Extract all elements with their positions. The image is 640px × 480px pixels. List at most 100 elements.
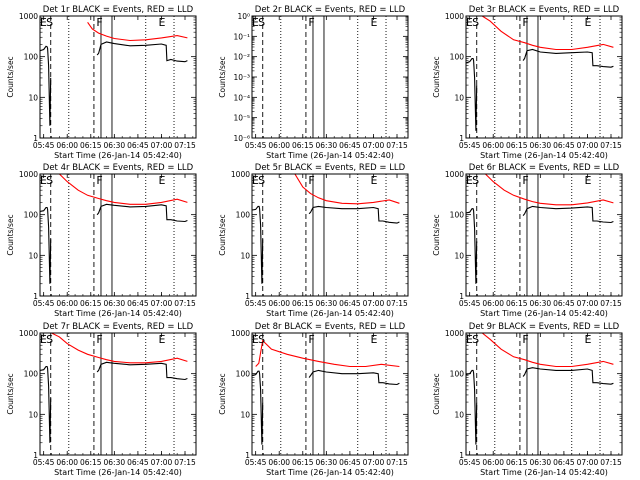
plot-area: [466, 16, 614, 138]
panel-title: Det 2r BLACK = Events, RED = LLD: [255, 5, 406, 15]
series-line-lld: [481, 16, 614, 51]
x-tick-label: 06:30: [316, 299, 338, 308]
plot-area: [262, 16, 387, 138]
x-tick-label: 06:00: [56, 458, 78, 467]
x-tick-label: 06:15: [506, 141, 528, 150]
x-tick-label: 06:15: [292, 458, 314, 467]
event-marker-s: S: [472, 174, 479, 187]
event-marker-e: E: [466, 333, 473, 346]
x-tick-label: 07:00: [577, 458, 599, 467]
panel-title: Det 5r BLACK = Events, RED = LLD: [255, 163, 406, 173]
x-tick-label: 06:30: [530, 141, 552, 150]
series-line-events: [40, 203, 188, 284]
plot-area: [252, 174, 400, 296]
y-axis-label: Counts/sec: [218, 214, 227, 255]
y-axis-label: Counts/sec: [218, 373, 227, 414]
series-line-events: [466, 367, 614, 445]
y-axis-label: Counts/sec: [6, 373, 15, 414]
axes-frame: [465, 15, 623, 139]
x-tick-label: 07:00: [151, 458, 173, 467]
x-axis-label: Start Time (26-Jan-14 05:42:40): [480, 151, 608, 160]
event-marker-s: S: [472, 16, 479, 29]
x-tick-label: 05:45: [245, 141, 267, 150]
y-axis-label: Counts/sec: [218, 56, 227, 97]
event-marker-e: E: [252, 333, 259, 346]
x-tick-label: 07:15: [600, 458, 622, 467]
event-marker-e: E: [370, 174, 377, 187]
axes-frame: [251, 173, 409, 297]
event-marker-s: S: [258, 333, 265, 346]
panel-title: Det 7r BLACK = Events, RED = LLD: [43, 322, 194, 332]
x-tick-label: 06:15: [80, 141, 102, 150]
x-tick-label: 06:00: [482, 299, 504, 308]
y-tick-label: 10⁰: [237, 12, 250, 21]
x-tick-label: 07:00: [151, 141, 173, 150]
event-marker-f: F: [308, 174, 314, 187]
axes-frame: [465, 332, 623, 456]
series-line-lld: [481, 333, 614, 368]
series-line-events: [252, 205, 400, 284]
x-tick-label: 06:45: [553, 299, 575, 308]
y-tick-label: 10: [28, 410, 38, 419]
event-marker-e: E: [252, 16, 259, 29]
event-marker-f: F: [308, 333, 314, 346]
axes-frame: [251, 15, 409, 139]
event-marker-s: S: [258, 174, 265, 187]
y-tick-label: 1000: [231, 170, 250, 179]
y-tick-label: 1000: [445, 170, 464, 179]
x-tick-label: 07:00: [577, 141, 599, 150]
event-marker-e: E: [158, 174, 165, 187]
y-tick-label: 10⁻¹: [233, 32, 250, 41]
series-line-events: [466, 48, 614, 131]
x-tick-label: 06:30: [104, 458, 126, 467]
event-marker-e: E: [370, 16, 377, 29]
x-axis-label: Start Time (26-Jan-14 05:42:40): [54, 468, 182, 477]
x-tick-label: 05:45: [459, 141, 481, 150]
x-tick-label: 07:15: [600, 141, 622, 150]
plot-area: [466, 333, 614, 455]
x-tick-label: 06:30: [530, 299, 552, 308]
x-tick-label: 06:30: [530, 458, 552, 467]
x-tick-label: 07:15: [386, 299, 408, 308]
axes-frame: [39, 332, 197, 456]
x-tick-label: 06:30: [316, 141, 338, 150]
plot-area: [252, 333, 400, 455]
event-marker-e: E: [466, 16, 473, 29]
x-tick-label: 06:45: [127, 299, 149, 308]
y-axis-label: Counts/sec: [432, 214, 441, 255]
x-tick-label: 06:00: [56, 299, 78, 308]
x-tick-label: 07:15: [174, 141, 196, 150]
panel-title: Det 3r BLACK = Events, RED = LLD: [469, 5, 620, 15]
event-marker-s: S: [46, 174, 53, 187]
event-marker-f: F: [522, 333, 528, 346]
x-tick-label: 06:45: [553, 458, 575, 467]
axes-frame: [465, 173, 623, 297]
x-tick-label: 06:00: [482, 458, 504, 467]
x-tick-label: 07:15: [386, 141, 408, 150]
x-tick-label: 06:15: [506, 458, 528, 467]
axes-frame: [39, 15, 197, 139]
y-tick-label: 10: [28, 251, 38, 260]
x-tick-label: 07:15: [600, 299, 622, 308]
x-tick-label: 06:00: [268, 141, 290, 150]
y-tick-label: 1: [33, 451, 38, 460]
x-tick-label: 06:45: [339, 299, 361, 308]
x-tick-label: 06:45: [553, 141, 575, 150]
y-tick-label: 10: [454, 410, 464, 419]
event-marker-e: E: [584, 174, 591, 187]
x-axis-label: Start Time (26-Jan-14 05:42:40): [480, 309, 608, 318]
event-marker-f: F: [522, 16, 528, 29]
event-marker-e: E: [584, 333, 591, 346]
x-tick-label: 06:00: [268, 299, 290, 308]
y-tick-label: 1000: [19, 170, 38, 179]
y-tick-label: 10: [454, 93, 464, 102]
event-marker-e: E: [40, 333, 47, 346]
plot-area: [40, 333, 188, 455]
y-tick-label: 1: [245, 292, 250, 301]
panel-title: Det 8r BLACK = Events, RED = LLD: [255, 322, 406, 332]
y-tick-label: 100: [236, 211, 251, 220]
